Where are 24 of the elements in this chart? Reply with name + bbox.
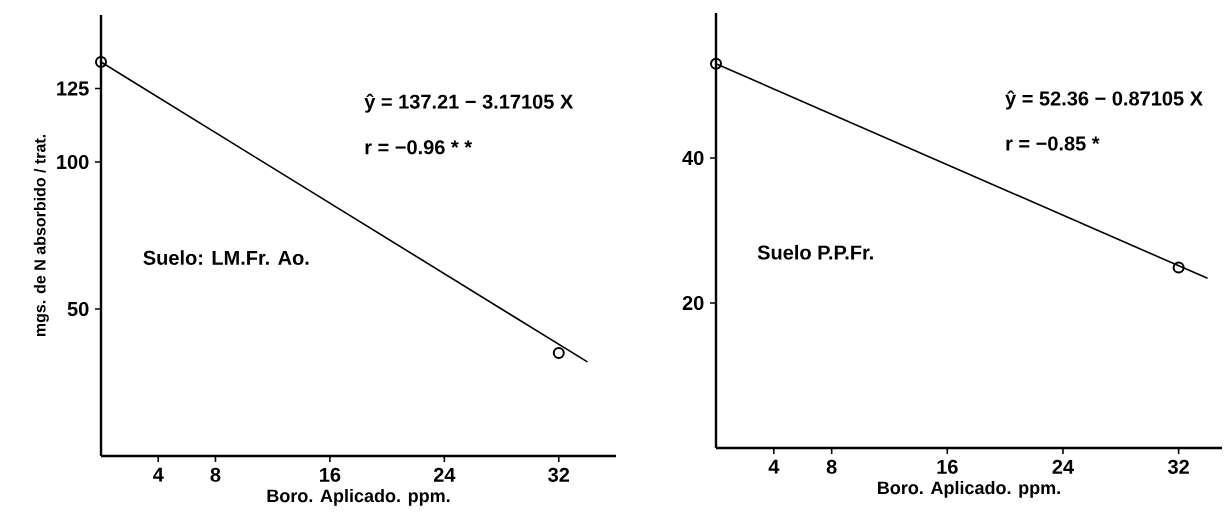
annotation: Suelo P.P.Fr. bbox=[757, 244, 873, 260]
x-tick-label: 8 bbox=[826, 459, 837, 474]
annotation: r = −0.96 * * bbox=[365, 140, 473, 155]
x-tick-label: 32 bbox=[1167, 459, 1189, 474]
x-tick-label: 32 bbox=[548, 467, 570, 482]
y-tick-label: 125 bbox=[57, 81, 89, 96]
y-tick-label: 20 bbox=[682, 295, 704, 311]
y-tick-label: 50 bbox=[67, 301, 89, 317]
x-axis-title: Boro. Aplicado. ppm. bbox=[878, 480, 1060, 498]
annotation: Suelo: LM.Fr. Ao. bbox=[143, 250, 309, 265]
x-tick-label: 16 bbox=[937, 459, 958, 474]
x-tick-label: 16 bbox=[320, 467, 341, 482]
annotation: ŷ = 52.36 − 0.87105 X bbox=[1005, 90, 1203, 110]
x-tick-label: 24 bbox=[433, 467, 456, 482]
x-tick-label: 4 bbox=[152, 467, 164, 482]
y-tick-label: 40 bbox=[682, 150, 704, 166]
x-axis-title: Boro. Aplicado. ppm. bbox=[267, 488, 450, 506]
x-tick-label: 8 bbox=[210, 467, 221, 482]
x-tick-label: 4 bbox=[768, 459, 780, 474]
annotation: ŷ = 137.21 − 3.17105 X bbox=[364, 93, 574, 113]
y-tick-label: 100 bbox=[57, 154, 89, 170]
x-tick-label: 24 bbox=[1052, 459, 1074, 474]
y-axis-title: mgs. de N absorbido / trat. bbox=[33, 134, 49, 337]
annotation: r = −0.85 * bbox=[1006, 136, 1100, 151]
